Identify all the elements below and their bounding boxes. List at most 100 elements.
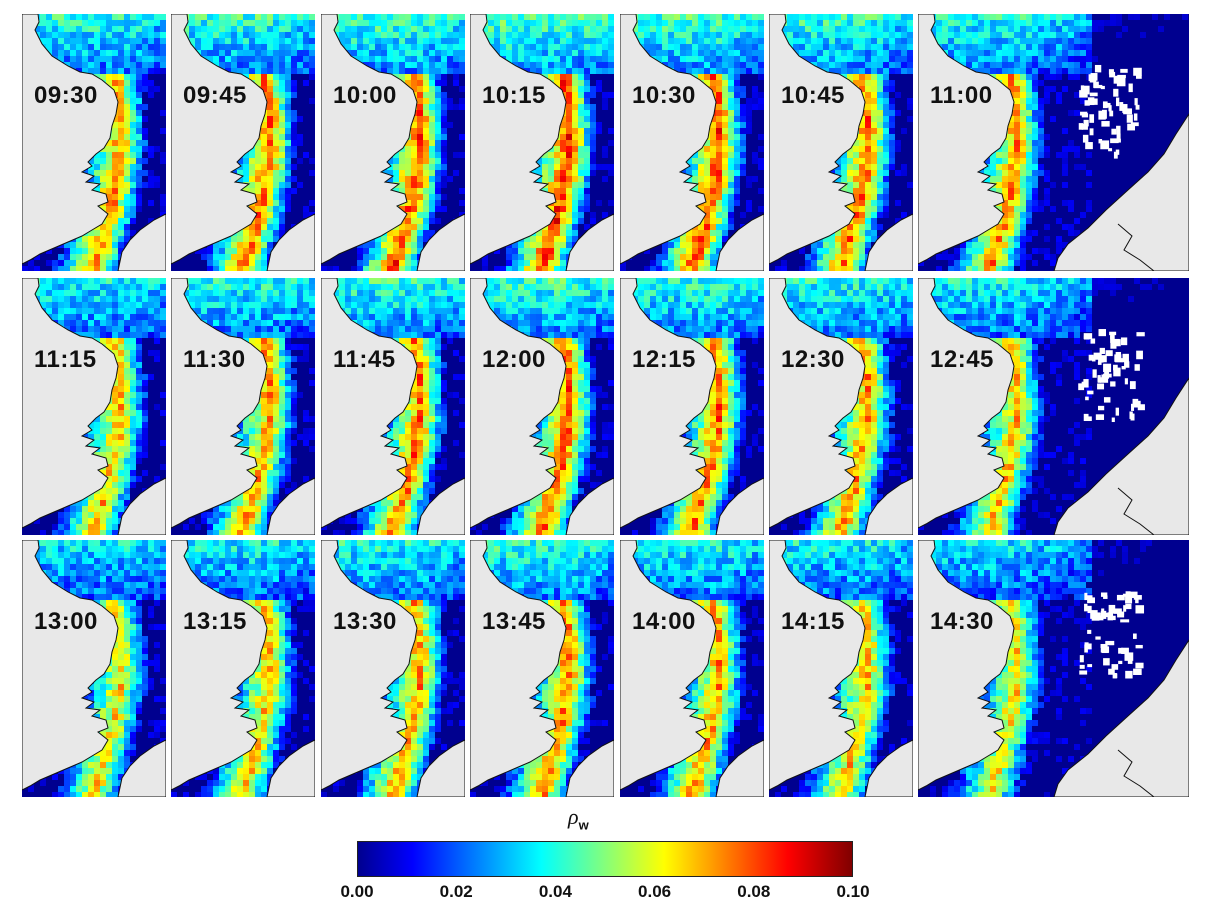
map-panel: 09:45 bbox=[171, 14, 315, 271]
panel-time-label: 10:00 bbox=[333, 82, 397, 109]
reflectance-map bbox=[470, 278, 614, 535]
colorbar-tick: 0.02 bbox=[439, 882, 473, 901]
continent-landmass bbox=[117, 739, 166, 797]
reflectance-map bbox=[769, 540, 913, 797]
england-landmass bbox=[470, 278, 567, 529]
england-landmass bbox=[171, 278, 268, 529]
reflectance-map bbox=[769, 278, 913, 535]
colorbar-tick: 0.10 bbox=[836, 882, 870, 901]
map-panel: 11:45 bbox=[321, 278, 465, 535]
continent-landmass bbox=[864, 739, 913, 797]
reflectance-map bbox=[321, 14, 465, 271]
panel-time-label: 14:00 bbox=[632, 608, 696, 635]
continent-landmass bbox=[416, 477, 465, 535]
reflectance-map bbox=[470, 14, 614, 271]
continent-landmass bbox=[266, 213, 315, 271]
england-landmass bbox=[22, 278, 119, 529]
panel-time-label: 10:45 bbox=[781, 82, 845, 109]
panel-time-label: 13:30 bbox=[333, 608, 397, 635]
map-panel: 11:30 bbox=[171, 278, 315, 535]
panel-time-label: 13:00 bbox=[34, 608, 98, 635]
country-border bbox=[1117, 749, 1155, 797]
continent-landmass bbox=[416, 739, 465, 797]
reflectance-map bbox=[171, 14, 315, 271]
map-panel: 10:15 bbox=[470, 14, 614, 271]
colorbar-tick: 0.00 bbox=[340, 882, 374, 901]
england-landmass bbox=[769, 14, 866, 265]
panel-time-label: 14:15 bbox=[781, 608, 845, 635]
map-panel: 12:00 bbox=[470, 278, 614, 535]
continent-landmass bbox=[864, 213, 913, 271]
map-panel: 13:45 bbox=[470, 540, 614, 797]
map-panel: 12:15 bbox=[620, 278, 764, 535]
continent-landmass bbox=[864, 477, 913, 535]
colorbar-tick: 0.06 bbox=[638, 882, 672, 901]
england-landmass bbox=[620, 278, 717, 529]
panel-time-label: 09:45 bbox=[183, 82, 247, 109]
panel-time-label: 12:30 bbox=[781, 346, 845, 373]
reflectance-map bbox=[171, 540, 315, 797]
continent-landmass bbox=[1053, 639, 1189, 797]
england-landmass bbox=[470, 540, 567, 791]
colorbar-title: ρw bbox=[568, 804, 589, 833]
country-border bbox=[1117, 487, 1155, 535]
england-landmass bbox=[321, 14, 418, 265]
continent-landmass bbox=[715, 477, 764, 535]
reflectance-map bbox=[321, 278, 465, 535]
england-landmass bbox=[769, 278, 866, 529]
cloud-mask bbox=[1078, 64, 1142, 159]
continent-landmass bbox=[565, 739, 614, 797]
continent-landmass bbox=[1053, 113, 1189, 271]
map-panel: 12:30 bbox=[769, 278, 913, 535]
continent-landmass bbox=[1053, 377, 1189, 535]
panel-time-label: 12:45 bbox=[930, 346, 994, 373]
continent-landmass bbox=[565, 477, 614, 535]
map-panel: 09:30 bbox=[22, 14, 166, 271]
map-panel: 11:00 bbox=[918, 14, 1189, 271]
reflectance-map bbox=[321, 540, 465, 797]
continent-landmass bbox=[266, 739, 315, 797]
continent-landmass bbox=[117, 213, 166, 271]
england-landmass bbox=[22, 14, 119, 265]
reflectance-map bbox=[620, 278, 764, 535]
panel-time-label: 11:45 bbox=[333, 346, 396, 373]
reflectance-map bbox=[918, 278, 1189, 535]
continent-landmass bbox=[715, 739, 764, 797]
panel-time-label: 09:30 bbox=[34, 82, 98, 109]
colorbar-tick: 0.08 bbox=[737, 882, 771, 901]
panel-time-label: 11:00 bbox=[930, 82, 993, 109]
panel-time-label: 10:15 bbox=[482, 82, 546, 109]
panel-time-label: 14:30 bbox=[930, 608, 994, 635]
map-panel: 10:45 bbox=[769, 14, 913, 271]
reflectance-map bbox=[620, 14, 764, 271]
map-panel: 13:30 bbox=[321, 540, 465, 797]
england-landmass bbox=[918, 278, 1015, 529]
england-landmass bbox=[769, 540, 866, 791]
reflectance-map bbox=[22, 540, 166, 797]
panel-time-label: 13:45 bbox=[482, 608, 546, 635]
reflectance-map bbox=[171, 278, 315, 535]
panel-time-label: 11:15 bbox=[34, 346, 97, 373]
england-landmass bbox=[918, 540, 1015, 791]
england-landmass bbox=[470, 14, 567, 265]
panel-time-label: 12:00 bbox=[482, 346, 546, 373]
reflectance-map bbox=[769, 14, 913, 271]
map-panel: 11:15 bbox=[22, 278, 166, 535]
reflectance-map bbox=[22, 278, 166, 535]
map-panel: 10:00 bbox=[321, 14, 465, 271]
map-panel: 14:30 bbox=[918, 540, 1189, 797]
reflectance-map bbox=[470, 540, 614, 797]
map-panel: 13:00 bbox=[22, 540, 166, 797]
england-landmass bbox=[918, 14, 1015, 265]
continent-landmass bbox=[266, 477, 315, 535]
england-landmass bbox=[171, 14, 268, 265]
map-panel: 13:15 bbox=[171, 540, 315, 797]
map-panel: 10:30 bbox=[620, 14, 764, 271]
reflectance-map bbox=[918, 540, 1189, 797]
reflectance-map bbox=[620, 540, 764, 797]
panel-time-label: 11:30 bbox=[183, 346, 246, 373]
panel-time-label: 12:15 bbox=[632, 346, 696, 373]
colorbar-tick: 0.04 bbox=[538, 882, 572, 901]
panel-time-label: 10:30 bbox=[632, 82, 696, 109]
england-landmass bbox=[620, 14, 717, 265]
